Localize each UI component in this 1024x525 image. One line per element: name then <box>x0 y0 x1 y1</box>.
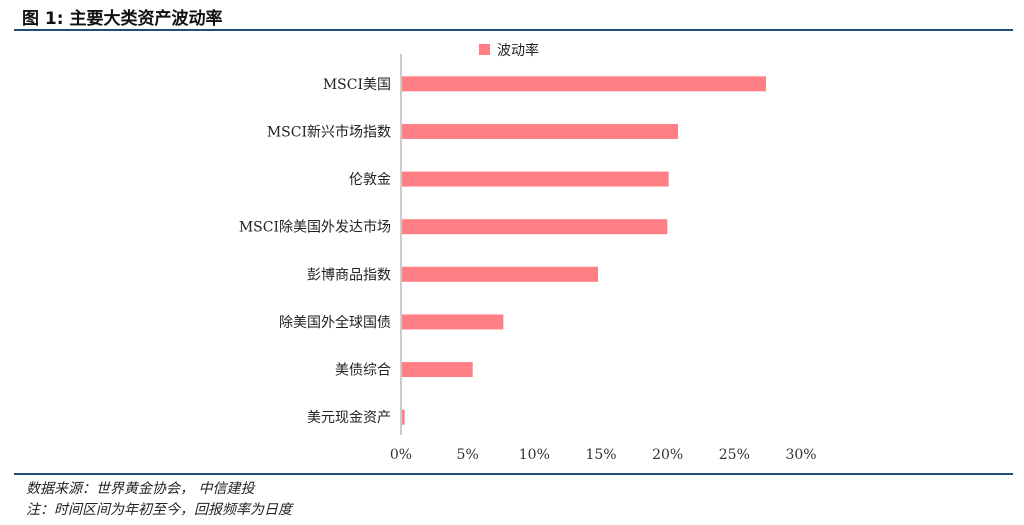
source-note: 数据来源：世界黄金协会， 中信建投 <box>26 481 255 497</box>
category-label: MSCI除美国外发达市场 <box>239 219 391 236</box>
figure-title: 图 1: 主要大类资产波动率 <box>22 9 223 29</box>
category-label: 伦敦金 <box>349 172 391 188</box>
bar-1 <box>402 76 766 92</box>
bar-2 <box>402 123 678 139</box>
category-label: 彭博商品指数 <box>307 266 391 283</box>
bar-7 <box>402 362 473 378</box>
category-label: 美元现金资产 <box>307 410 391 426</box>
x-tick-label: 10% <box>519 447 550 463</box>
category-label: MSCI新兴市场指数 <box>267 123 391 140</box>
top-rule <box>14 29 1013 31</box>
bar-6 <box>402 314 504 330</box>
category-label: 美债综合 <box>335 363 391 379</box>
bar-3 <box>402 171 669 187</box>
x-tick-label: 30% <box>785 447 816 463</box>
x-tick-label: 20% <box>652 447 683 463</box>
bar-4 <box>402 219 668 235</box>
x-tick-label: 0% <box>390 447 412 463</box>
bar-5 <box>402 266 598 282</box>
footnote: 注：时间区间为年初至今，回报频率为日度 <box>26 502 292 518</box>
x-tick-label: 15% <box>585 447 616 463</box>
category-label: 除美国外全球国债 <box>279 314 391 331</box>
legend-label: 波动率 <box>497 42 539 59</box>
x-tick-label: 25% <box>719 447 750 463</box>
legend-swatch <box>479 44 490 55</box>
x-tick-label: 5% <box>457 447 479 463</box>
bottom-rule <box>14 473 1013 475</box>
bar-8 <box>402 409 405 425</box>
category-label: MSCI美国 <box>323 77 391 93</box>
